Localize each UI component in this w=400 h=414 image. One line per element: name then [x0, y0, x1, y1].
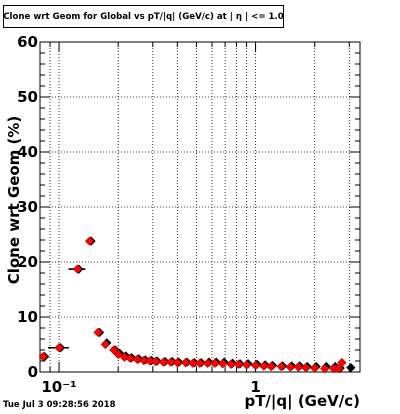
data-point — [119, 352, 129, 362]
data-point — [172, 358, 182, 368]
data-point — [218, 359, 228, 369]
chart-title: Clone wrt Geom for Global vs pT/|q| (GeV… — [3, 11, 284, 22]
y-tick-label: 10 — [17, 308, 38, 326]
data-point — [310, 363, 320, 373]
data-point — [301, 362, 311, 373]
data-point — [346, 362, 356, 373]
data-point — [334, 364, 344, 374]
data-point — [188, 358, 198, 368]
data-point — [150, 356, 161, 367]
data-point — [337, 358, 347, 368]
x-axis-title: pT/|q| (GeV/c) — [244, 392, 360, 411]
title-box: Clone wrt Geom for Global vs pT/|q| (GeV… — [3, 5, 284, 28]
data-point — [145, 356, 155, 366]
data-point — [166, 357, 176, 367]
data-point — [72, 264, 83, 274]
data-point — [210, 358, 220, 368]
y-tick-label: 60 — [17, 33, 38, 51]
y-tick-label: 40 — [17, 143, 38, 161]
data-point — [226, 359, 236, 369]
y-tick-label: 0 — [28, 363, 38, 381]
data-point — [285, 362, 295, 372]
data-point — [320, 364, 330, 374]
x-tick-label: 1 — [250, 378, 260, 396]
grid-lines — [39, 42, 360, 372]
data-point — [139, 355, 149, 366]
data-point — [132, 354, 142, 364]
data-point — [158, 357, 169, 367]
x-tick-label: 10⁻¹ — [41, 378, 76, 396]
data-point — [202, 358, 213, 368]
data-point — [54, 343, 64, 353]
y-axis-title: Clone wrt Geom (%) — [5, 116, 23, 285]
data-points — [38, 236, 356, 374]
data-point — [233, 359, 244, 369]
data-point — [195, 358, 205, 368]
data-point — [113, 349, 123, 360]
tick-labels: 0 10 20 30 40 50 60 10⁻¹ 1 — [17, 33, 261, 396]
data-point — [250, 360, 261, 371]
data-point — [38, 351, 48, 362]
y-tick-label: 20 — [17, 253, 38, 271]
y-tick-label: 50 — [17, 88, 38, 106]
data-point — [100, 339, 110, 350]
data-point — [276, 361, 286, 372]
data-point — [180, 358, 191, 368]
timestamp: Tue Jul 3 09:28:56 2018 — [3, 400, 116, 410]
data-point — [259, 361, 269, 371]
data-point — [293, 362, 303, 372]
y-tick-label: 30 — [17, 198, 38, 216]
data-point — [84, 236, 95, 246]
data-point — [241, 360, 252, 370]
data-point — [125, 353, 135, 363]
data-point — [266, 361, 276, 372]
data-point — [93, 327, 103, 338]
